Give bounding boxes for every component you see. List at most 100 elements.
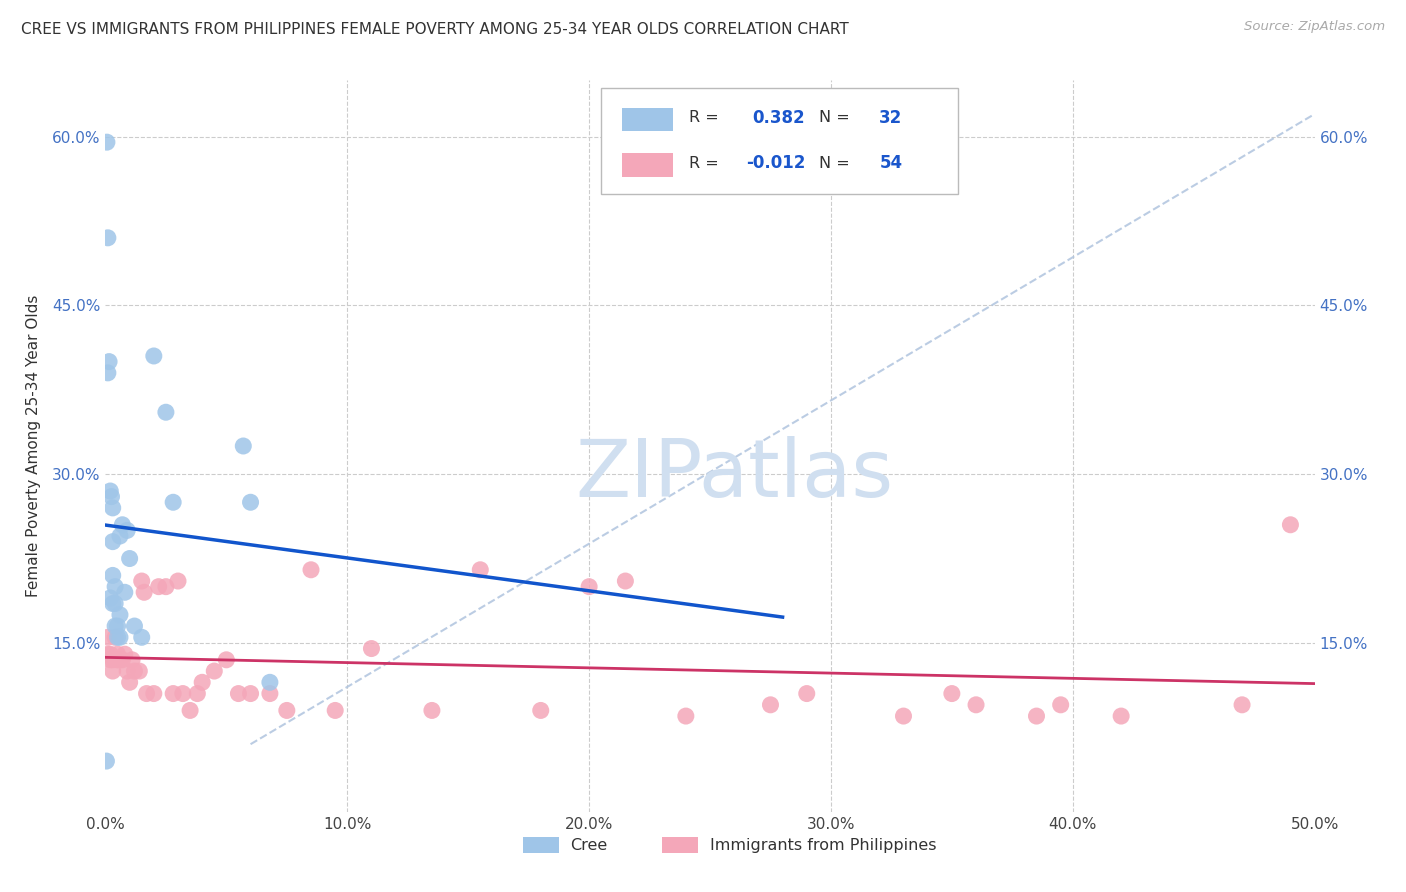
Point (276, 703, 298, 717)
Point (104, 597, 127, 611)
Point (239, 687, 262, 701)
Point (108, 529, 131, 543)
Point (97, 231, 120, 245)
Point (96, 135, 118, 149)
Text: Cree: Cree (569, 838, 607, 853)
Point (759, 698, 782, 712)
Point (530, 703, 553, 717)
Text: -0.012: -0.012 (747, 154, 806, 172)
Bar (621, 153, 672, 177)
Point (191, 675, 214, 690)
Point (108, 630, 131, 644)
Point (675, 709, 697, 723)
Text: R =: R = (689, 111, 724, 126)
Point (101, 500, 124, 515)
Point (97, 647, 120, 661)
Point (104, 619, 127, 633)
Point (155, 405, 177, 419)
Point (155, 580, 177, 594)
Bar (523, 838, 560, 854)
Bar (621, 108, 672, 131)
Point (114, 585, 136, 599)
Point (98, 483, 121, 498)
Point (108, 607, 131, 622)
Text: N =: N = (818, 156, 855, 171)
Text: 54: 54 (879, 154, 903, 172)
Point (323, 703, 346, 717)
Point (101, 568, 124, 582)
Point (162, 687, 184, 701)
Point (114, 647, 136, 661)
Point (965, 698, 987, 712)
Point (232, 439, 254, 453)
Point (614, 574, 637, 588)
Point (135, 687, 157, 701)
Point (142, 687, 165, 701)
Point (148, 580, 170, 594)
Point (578, 580, 600, 594)
Point (134, 585, 156, 599)
Point (142, 349, 165, 363)
Point (101, 664, 124, 678)
Text: 0.382: 0.382 (752, 109, 806, 127)
Point (107, 619, 129, 633)
Text: N =: N = (818, 111, 855, 126)
Point (259, 675, 281, 690)
Point (101, 653, 124, 667)
Point (101, 597, 124, 611)
Point (98, 647, 121, 661)
Point (118, 551, 141, 566)
Text: ZIPatlas: ZIPatlas (575, 436, 893, 515)
Point (796, 687, 818, 701)
Point (104, 630, 127, 644)
Y-axis label: Female Poverty Among 25-34 Year Olds: Female Poverty Among 25-34 Year Olds (25, 295, 41, 597)
Point (239, 495, 262, 509)
Point (186, 687, 208, 701)
Point (97, 630, 120, 644)
Point (124, 619, 146, 633)
Point (107, 647, 129, 661)
Point (100, 490, 122, 504)
Bar (662, 838, 697, 854)
Point (131, 574, 153, 588)
Point (941, 687, 963, 701)
Point (101, 534, 124, 549)
Point (162, 495, 184, 509)
Point (1049, 698, 1071, 712)
Point (98, 591, 121, 605)
Point (98, 653, 121, 667)
Point (228, 687, 250, 701)
Point (299, 563, 322, 577)
Point (1279, 517, 1302, 532)
Text: Source: ZipAtlas.com: Source: ZipAtlas.com (1244, 20, 1385, 33)
Point (1230, 698, 1253, 712)
Point (98, 354, 121, 368)
Point (115, 664, 138, 678)
Point (97, 366, 120, 380)
Point (115, 524, 138, 538)
Point (420, 703, 443, 717)
Point (360, 641, 382, 656)
Point (124, 664, 146, 678)
Point (215, 653, 238, 667)
Point (107, 630, 129, 644)
Point (470, 563, 492, 577)
Point (118, 675, 141, 690)
FancyBboxPatch shape (602, 87, 957, 194)
Point (107, 653, 129, 667)
Text: Immigrants from Philippines: Immigrants from Philippines (710, 838, 936, 853)
Text: CREE VS IMMIGRANTS FROM PHILIPPINES FEMALE POVERTY AMONG 25-34 YEAR OLDS CORRELA: CREE VS IMMIGRANTS FROM PHILIPPINES FEMA… (21, 22, 849, 37)
Point (96, 754, 118, 768)
Point (131, 630, 153, 644)
Point (202, 664, 225, 678)
Point (128, 664, 150, 678)
Point (179, 703, 201, 717)
Text: 32: 32 (879, 109, 903, 127)
Point (1025, 709, 1047, 723)
Point (172, 687, 194, 701)
Point (108, 653, 131, 667)
Point (111, 653, 134, 667)
Point (259, 687, 281, 701)
Point (104, 580, 127, 594)
Point (1109, 709, 1132, 723)
